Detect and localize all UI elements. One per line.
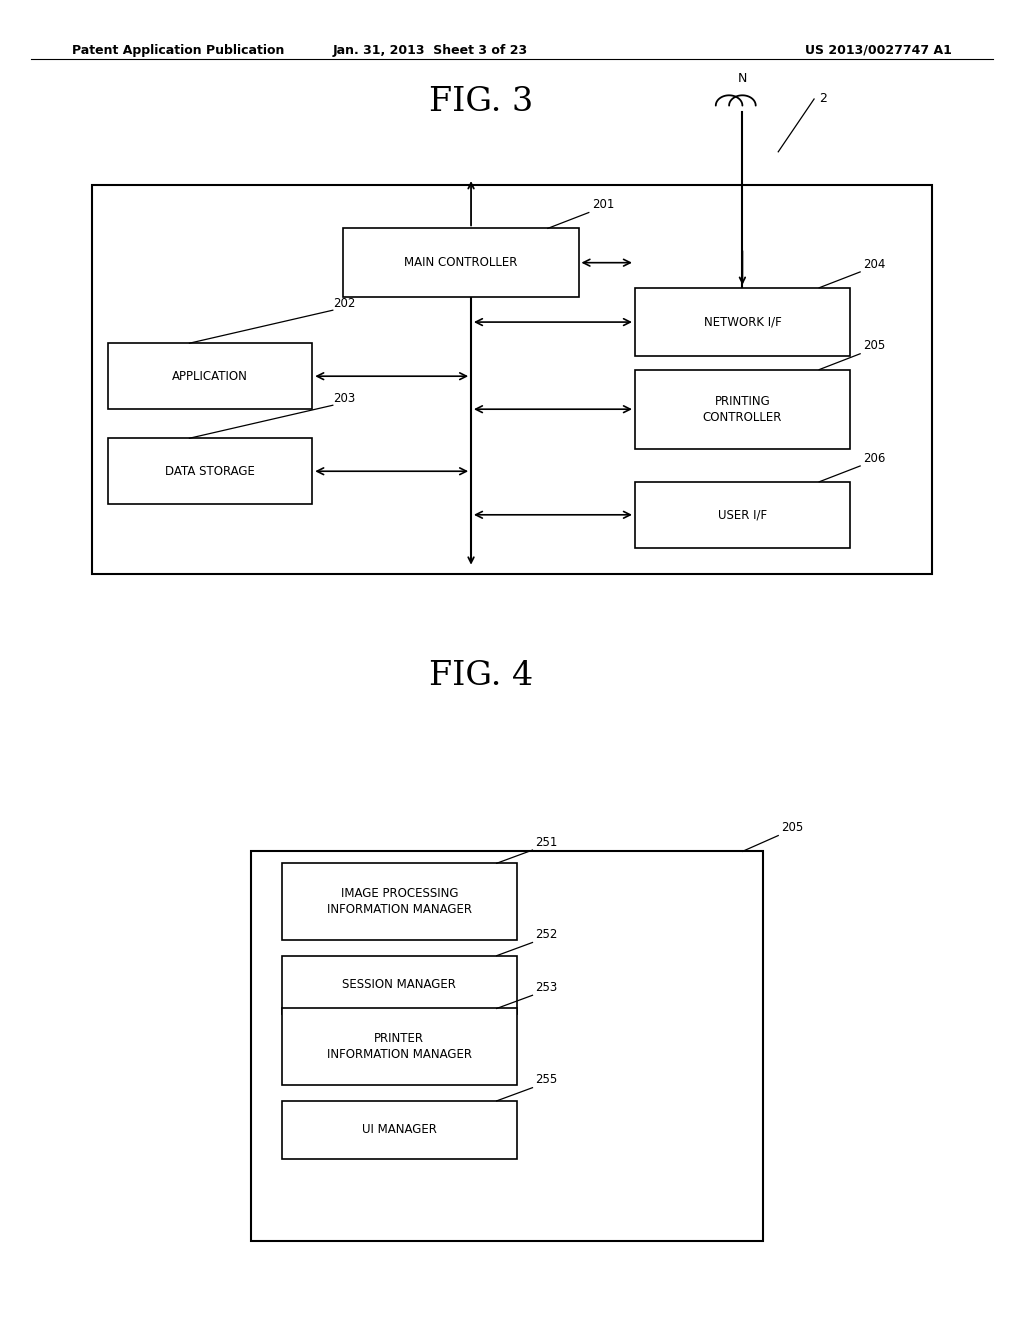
Bar bbox=[635, 370, 850, 449]
Text: 255: 255 bbox=[536, 1073, 558, 1086]
Bar bbox=[282, 1101, 517, 1159]
Text: PRINTING
CONTROLLER: PRINTING CONTROLLER bbox=[702, 395, 782, 424]
Text: 203: 203 bbox=[333, 392, 355, 405]
Bar bbox=[635, 482, 850, 548]
Text: Jan. 31, 2013  Sheet 3 of 23: Jan. 31, 2013 Sheet 3 of 23 bbox=[333, 44, 527, 57]
Text: Patent Application Publication: Patent Application Publication bbox=[72, 44, 284, 57]
Text: 252: 252 bbox=[536, 928, 558, 941]
Bar bbox=[108, 438, 312, 504]
Text: SESSION MANAGER: SESSION MANAGER bbox=[342, 978, 457, 991]
Text: NETWORK I/F: NETWORK I/F bbox=[703, 315, 781, 329]
Bar bbox=[635, 288, 850, 356]
Text: FIG. 3: FIG. 3 bbox=[429, 86, 534, 117]
Text: 251: 251 bbox=[536, 836, 558, 849]
Bar bbox=[282, 863, 517, 940]
Text: USER I/F: USER I/F bbox=[718, 508, 767, 521]
Text: PRINTER
INFORMATION MANAGER: PRINTER INFORMATION MANAGER bbox=[327, 1032, 472, 1061]
Text: DATA STORAGE: DATA STORAGE bbox=[165, 465, 255, 478]
Text: 202: 202 bbox=[333, 297, 355, 310]
Text: 201: 201 bbox=[592, 198, 614, 211]
Text: 205: 205 bbox=[863, 339, 886, 352]
Text: FIG. 4: FIG. 4 bbox=[429, 660, 534, 692]
Text: APPLICATION: APPLICATION bbox=[172, 370, 248, 383]
Text: IMAGE PROCESSING
INFORMATION MANAGER: IMAGE PROCESSING INFORMATION MANAGER bbox=[327, 887, 472, 916]
Bar bbox=[108, 343, 312, 409]
Text: UI MANAGER: UI MANAGER bbox=[361, 1123, 437, 1137]
Bar bbox=[251, 851, 763, 1241]
Text: 2: 2 bbox=[819, 92, 827, 106]
Bar bbox=[282, 1008, 517, 1085]
Text: US 2013/0027747 A1: US 2013/0027747 A1 bbox=[806, 44, 952, 57]
Bar bbox=[282, 956, 517, 1014]
Text: MAIN CONTROLLER: MAIN CONTROLLER bbox=[404, 256, 517, 269]
Text: 253: 253 bbox=[536, 981, 558, 994]
Text: 204: 204 bbox=[863, 257, 886, 271]
Bar bbox=[343, 228, 579, 297]
Text: N: N bbox=[737, 71, 748, 84]
Text: 206: 206 bbox=[863, 451, 886, 465]
Bar bbox=[92, 185, 932, 574]
Text: 205: 205 bbox=[781, 821, 804, 834]
